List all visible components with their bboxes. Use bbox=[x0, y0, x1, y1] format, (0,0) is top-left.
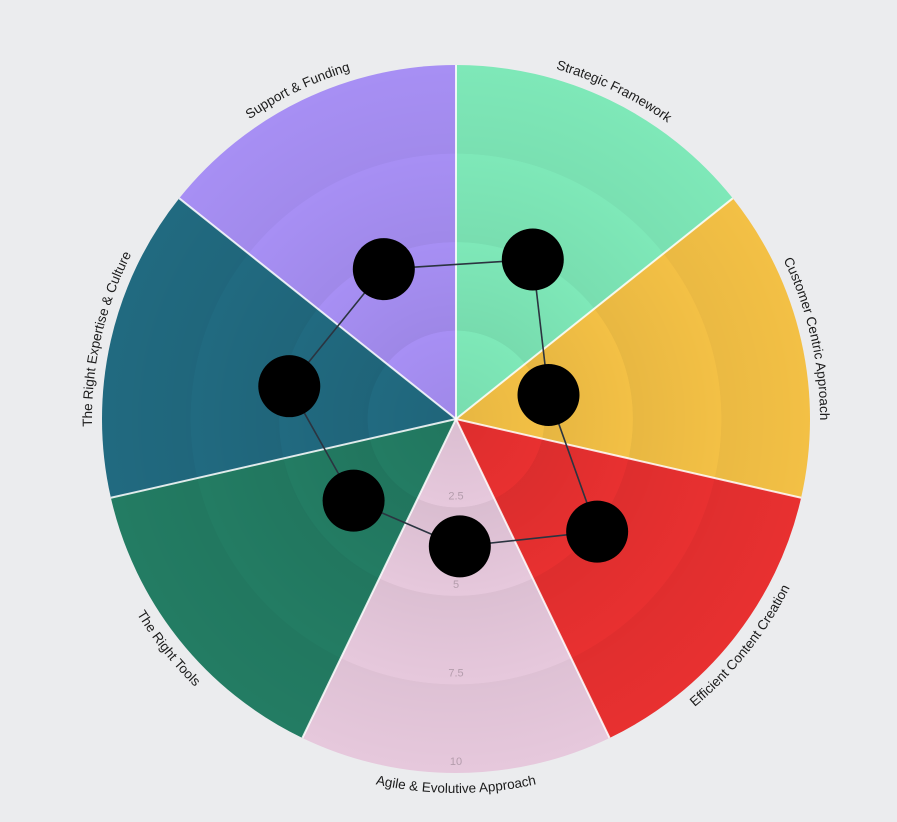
wedge-divider bbox=[455, 197, 734, 420]
data-point-support-and-funding[interactable] bbox=[352, 238, 415, 301]
data-point-customer-centric-approach[interactable] bbox=[517, 363, 580, 426]
label-agile-and-evolutive-approach: Agile & Evolutive Approach bbox=[375, 773, 537, 797]
wedge-borders bbox=[110, 65, 802, 739]
wedge-divider bbox=[110, 418, 457, 499]
tick-label: 10 bbox=[450, 756, 462, 768]
data-point-strategic-framework[interactable] bbox=[501, 228, 564, 291]
tick-label: 5 bbox=[453, 579, 459, 591]
wedge-divider bbox=[455, 418, 611, 739]
data-point-agile-and-evolutive-approach[interactable] bbox=[428, 515, 491, 578]
tick-label: 7.5 bbox=[448, 668, 463, 680]
wedge-divider bbox=[301, 418, 457, 739]
wedge-divider bbox=[178, 197, 457, 420]
data-point-the-right-expertise-and-culture[interactable] bbox=[258, 355, 321, 418]
wedge-divider bbox=[455, 418, 802, 499]
data-point-the-right-tools[interactable] bbox=[322, 469, 385, 532]
radial-ticks: 2.5 5 7.5 10 bbox=[448, 491, 463, 769]
data-points bbox=[258, 228, 629, 578]
data-point-efficient-content-creation[interactable] bbox=[566, 500, 629, 563]
tick-label: 2.5 bbox=[448, 491, 463, 503]
